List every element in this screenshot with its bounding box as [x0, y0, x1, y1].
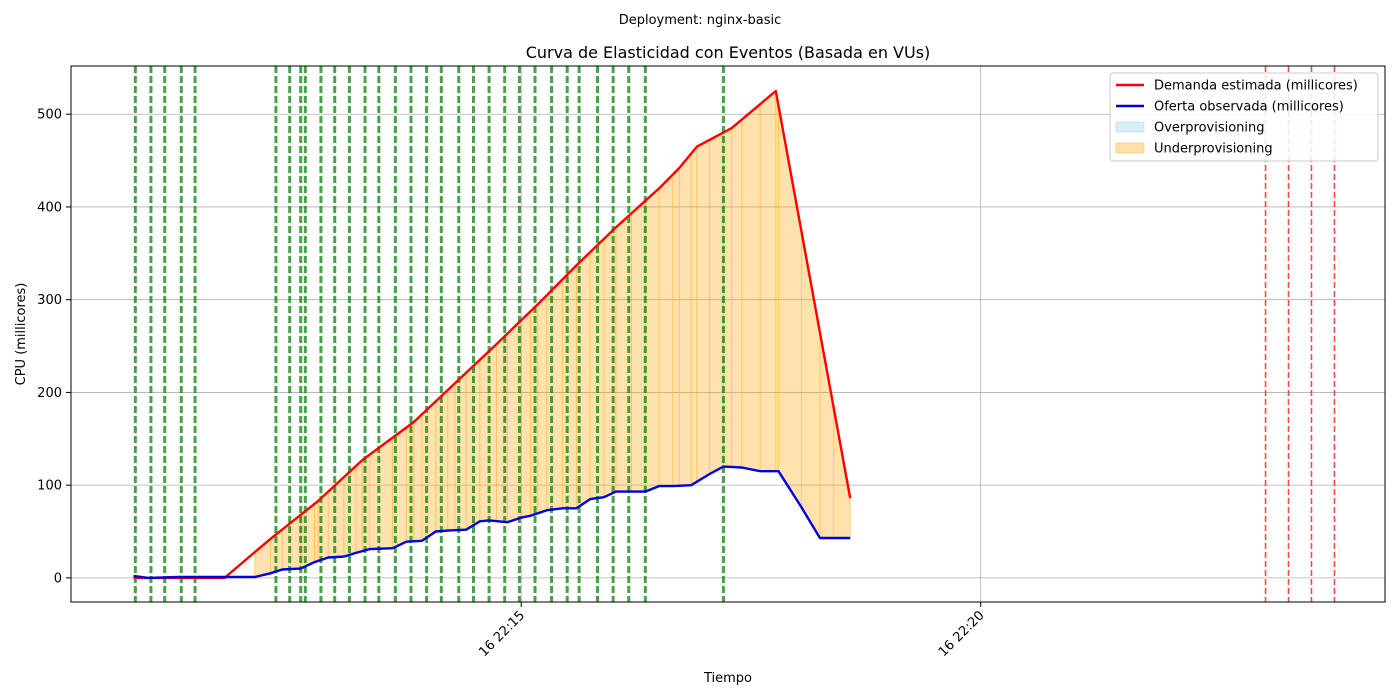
data-series [133, 89, 852, 580]
event-lines [133, 66, 1336, 602]
legend-label: Overprovisioning [1154, 121, 1265, 136]
y-axis-label: CPU (millicores) [14, 283, 29, 386]
legend-patch-swatch [1115, 142, 1145, 154]
y-tick-label: 400 [37, 200, 62, 215]
y-tick-label: 500 [37, 108, 62, 123]
legend: Demanda estimada (millicores) Oferta obse… [1109, 72, 1379, 162]
plot-frame [70, 65, 1386, 603]
underprovisioning-area [254, 91, 851, 577]
x-tick-label: 16 22:15 [476, 608, 528, 660]
x-axis-label: Tiempo [703, 671, 752, 686]
y-tick-label: 300 [37, 293, 62, 308]
y-tick-label: 100 [37, 479, 62, 494]
legend-patch-swatch [1115, 121, 1145, 133]
x-axis-ticks: 16 22:15 16 22:20 [476, 602, 988, 660]
chart-title: Curva de Elasticidad con Eventos (Basada… [526, 43, 931, 62]
demand-line [133, 89, 852, 580]
legend-label: Oferta observada (millicores) [1154, 100, 1344, 115]
legend-box [1109, 72, 1379, 162]
supply-line [133, 465, 851, 580]
legend-label: Underprovisioning [1154, 142, 1273, 157]
x-tick-label: 16 22:20 [936, 608, 988, 660]
underprovisioning-fill [254, 91, 851, 577]
chart-suptitle: Deployment: nginx-basic [619, 13, 782, 28]
y-tick-label: 200 [37, 386, 62, 401]
legend-label: Demanda estimada (millicores) [1154, 79, 1358, 94]
y-axis-ticks: 0 100 200 300 400 500 [37, 108, 71, 586]
y-tick-label: 0 [54, 571, 62, 586]
